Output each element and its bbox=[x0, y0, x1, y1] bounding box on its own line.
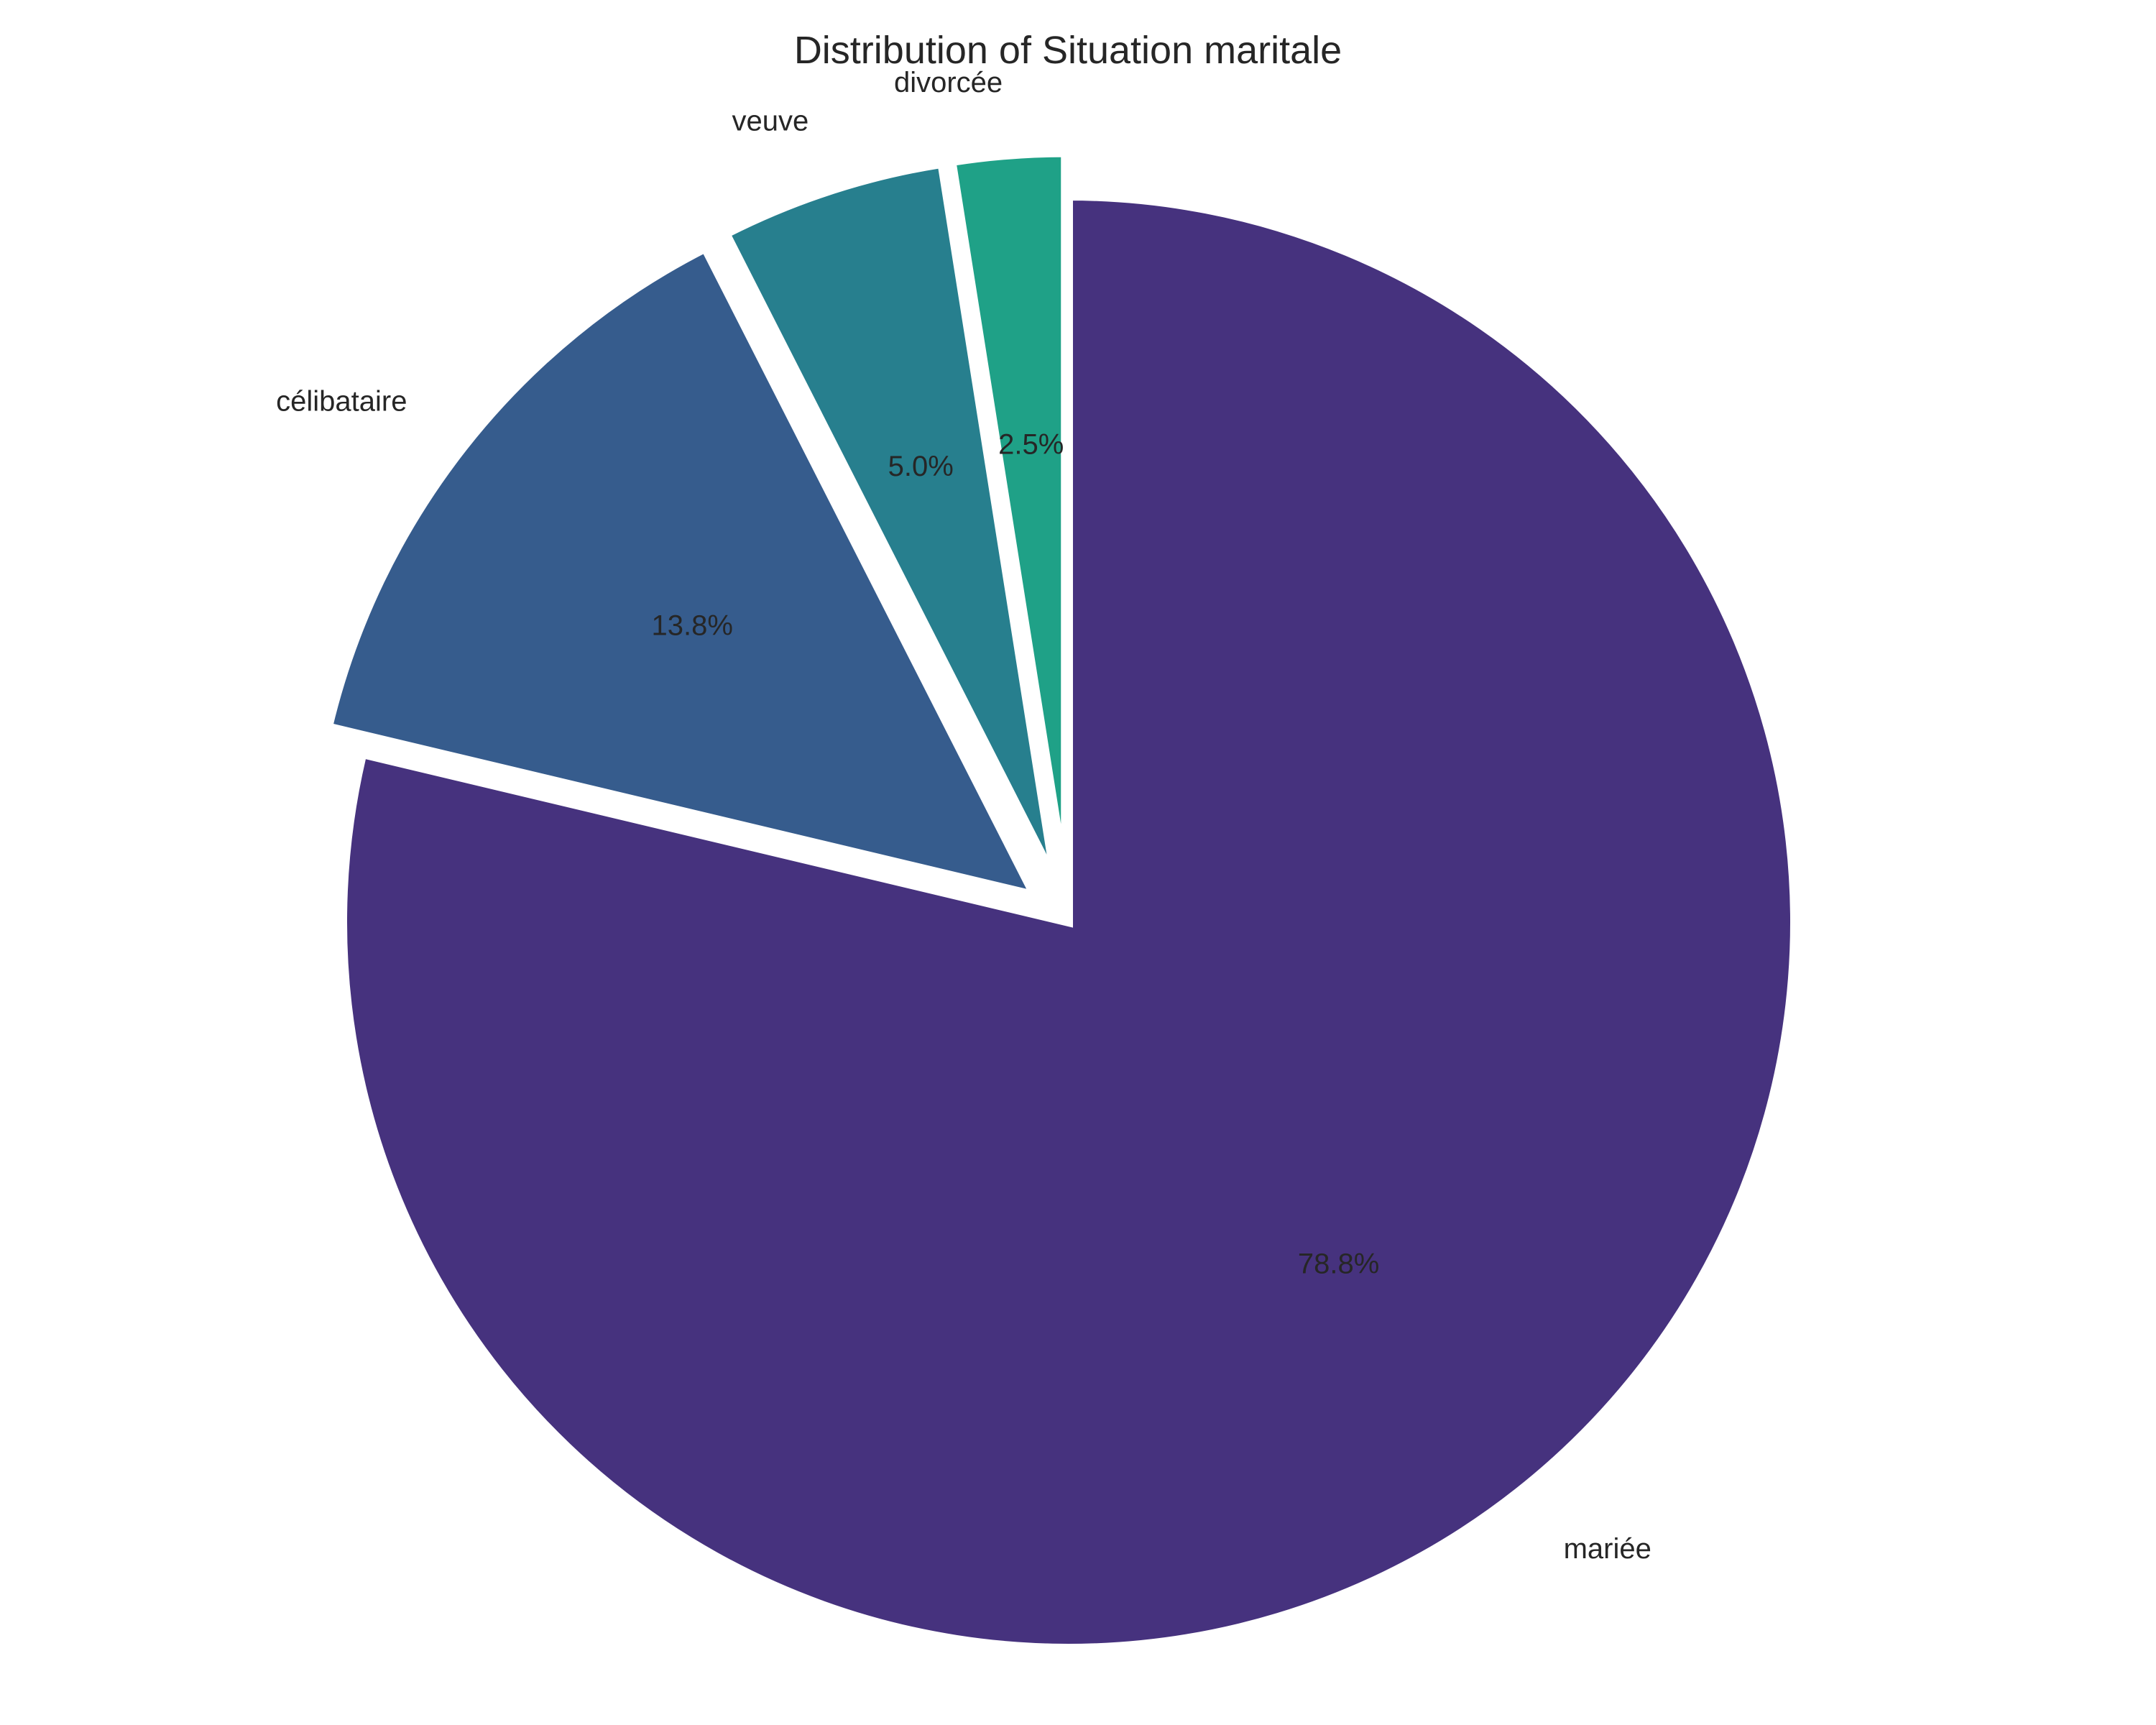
pie-slice-veuve bbox=[720, 158, 1060, 883]
pct-label-mariee: 78.8% bbox=[1298, 1248, 1379, 1280]
pie-labels: 78.8% mariée 13.8% célibataire 5.0% veuve 2.5%… bbox=[276, 67, 1651, 1565]
pie-slices bbox=[323, 148, 1799, 1652]
pie-slice-mariee bbox=[338, 191, 1799, 1652]
pct-label-celibataire: 13.8% bbox=[652, 610, 733, 642]
pie-slice-celibataire bbox=[323, 242, 1043, 902]
pct-label-veuve: 5.0% bbox=[888, 451, 954, 482]
category-label-celibataire: célibataire bbox=[276, 385, 407, 417]
pie-slice-divorcee bbox=[946, 148, 1070, 880]
category-label-mariee: mariée bbox=[1564, 1533, 1651, 1565]
category-label-divorcee: divorcée bbox=[894, 67, 1003, 98]
chart-title: Distribution of Situation maritale bbox=[794, 29, 1342, 72]
category-label-veuve: veuve bbox=[732, 106, 809, 137]
pct-label-divorcee: 2.5% bbox=[998, 428, 1064, 460]
